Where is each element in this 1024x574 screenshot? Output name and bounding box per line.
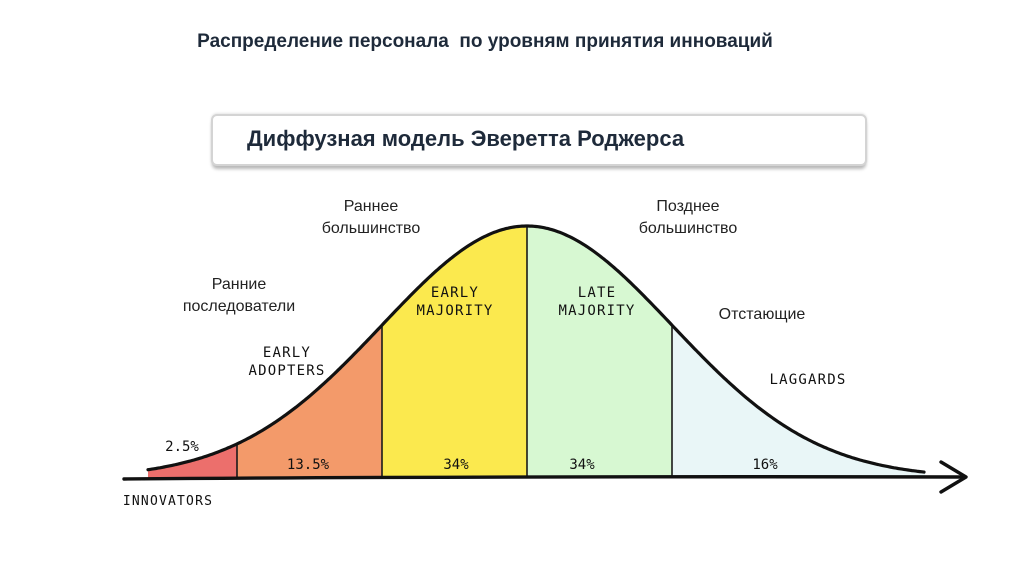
page-title: Распределение персонала по уровням приня…	[197, 31, 773, 52]
label-laggards-ru-line1: Отстающие	[718, 306, 806, 323]
segment-early-majority	[382, 226, 527, 478]
label-late-majority-ru: Позднее большинство	[617, 196, 759, 240]
label-early-majority-ru: Раннее большинство	[300, 196, 442, 240]
x-axis-line	[122, 475, 964, 481]
subtitle-box: Диффузная модель Эверетта Роджерса	[211, 114, 867, 166]
label-early-adopters-ru: Ранние последователи	[168, 274, 310, 318]
label-early-majority-ru-line2: большинство	[321, 220, 421, 237]
percent-label-early-adopters: 13.5%	[287, 457, 330, 473]
percent-label-late-majority: 34%	[569, 457, 595, 473]
label-laggards: LAGGARDS	[769, 372, 846, 388]
label-late-majority: LATE MAJORITY	[558, 285, 635, 319]
percent-label-early-majority: 34%	[443, 457, 469, 473]
percent-label-laggards: 16%	[752, 457, 778, 473]
segment-laggards	[672, 325, 925, 478]
label-early-majority: EARLY MAJORITY	[416, 285, 493, 319]
label-late-majority-ru-line2: большинство	[638, 220, 738, 237]
label-laggards-ru: Отстающие	[692, 304, 832, 326]
label-early-adopters: EARLY ADOPTERS	[248, 345, 325, 379]
bell-curve-line	[146, 224, 926, 474]
subtitle-text: Диффузная модель Эверетта Роджерса	[247, 126, 685, 151]
label-late-majority-ru-line1: Позднее	[656, 198, 720, 215]
segment-late-majority	[527, 226, 672, 478]
label-innovators: INNOVATORS	[123, 494, 213, 509]
label-early-adopters-ru-line1: Ранние	[211, 276, 267, 293]
x-axis-arrow-icon	[939, 460, 968, 494]
label-early-majority-ru-line1: Раннее	[343, 198, 399, 215]
label-early-adopters-ru-line2: последователи	[182, 298, 296, 315]
percent-label-innovators: 2.5%	[165, 439, 199, 455]
